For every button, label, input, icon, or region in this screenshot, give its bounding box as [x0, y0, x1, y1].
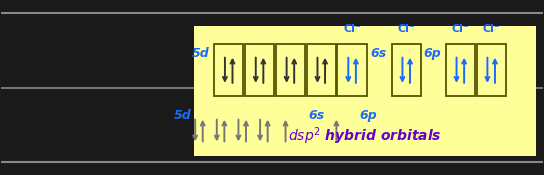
Text: 5d: 5d: [191, 47, 209, 60]
Bar: [276, 44, 305, 96]
Text: 6s: 6s: [309, 109, 325, 122]
Bar: [337, 44, 367, 96]
Bar: [392, 44, 421, 96]
Bar: [307, 44, 336, 96]
Text: Cl⁻: Cl⁻: [397, 24, 415, 34]
Bar: [477, 44, 506, 96]
Text: 6s: 6s: [370, 47, 387, 60]
Bar: [214, 44, 243, 96]
Text: Cl⁻: Cl⁻: [343, 24, 361, 34]
Bar: [194, 26, 536, 156]
Text: Cl⁻: Cl⁻: [452, 24, 469, 34]
Text: Cl⁻: Cl⁻: [483, 24, 500, 34]
Bar: [446, 44, 475, 96]
Text: 5d: 5d: [174, 109, 191, 122]
Text: 6p: 6p: [424, 47, 442, 60]
Bar: [245, 44, 274, 96]
Text: $dsp^2$ hybrid orbitals: $dsp^2$ hybrid orbitals: [288, 125, 441, 146]
Text: 6p: 6p: [359, 109, 376, 122]
